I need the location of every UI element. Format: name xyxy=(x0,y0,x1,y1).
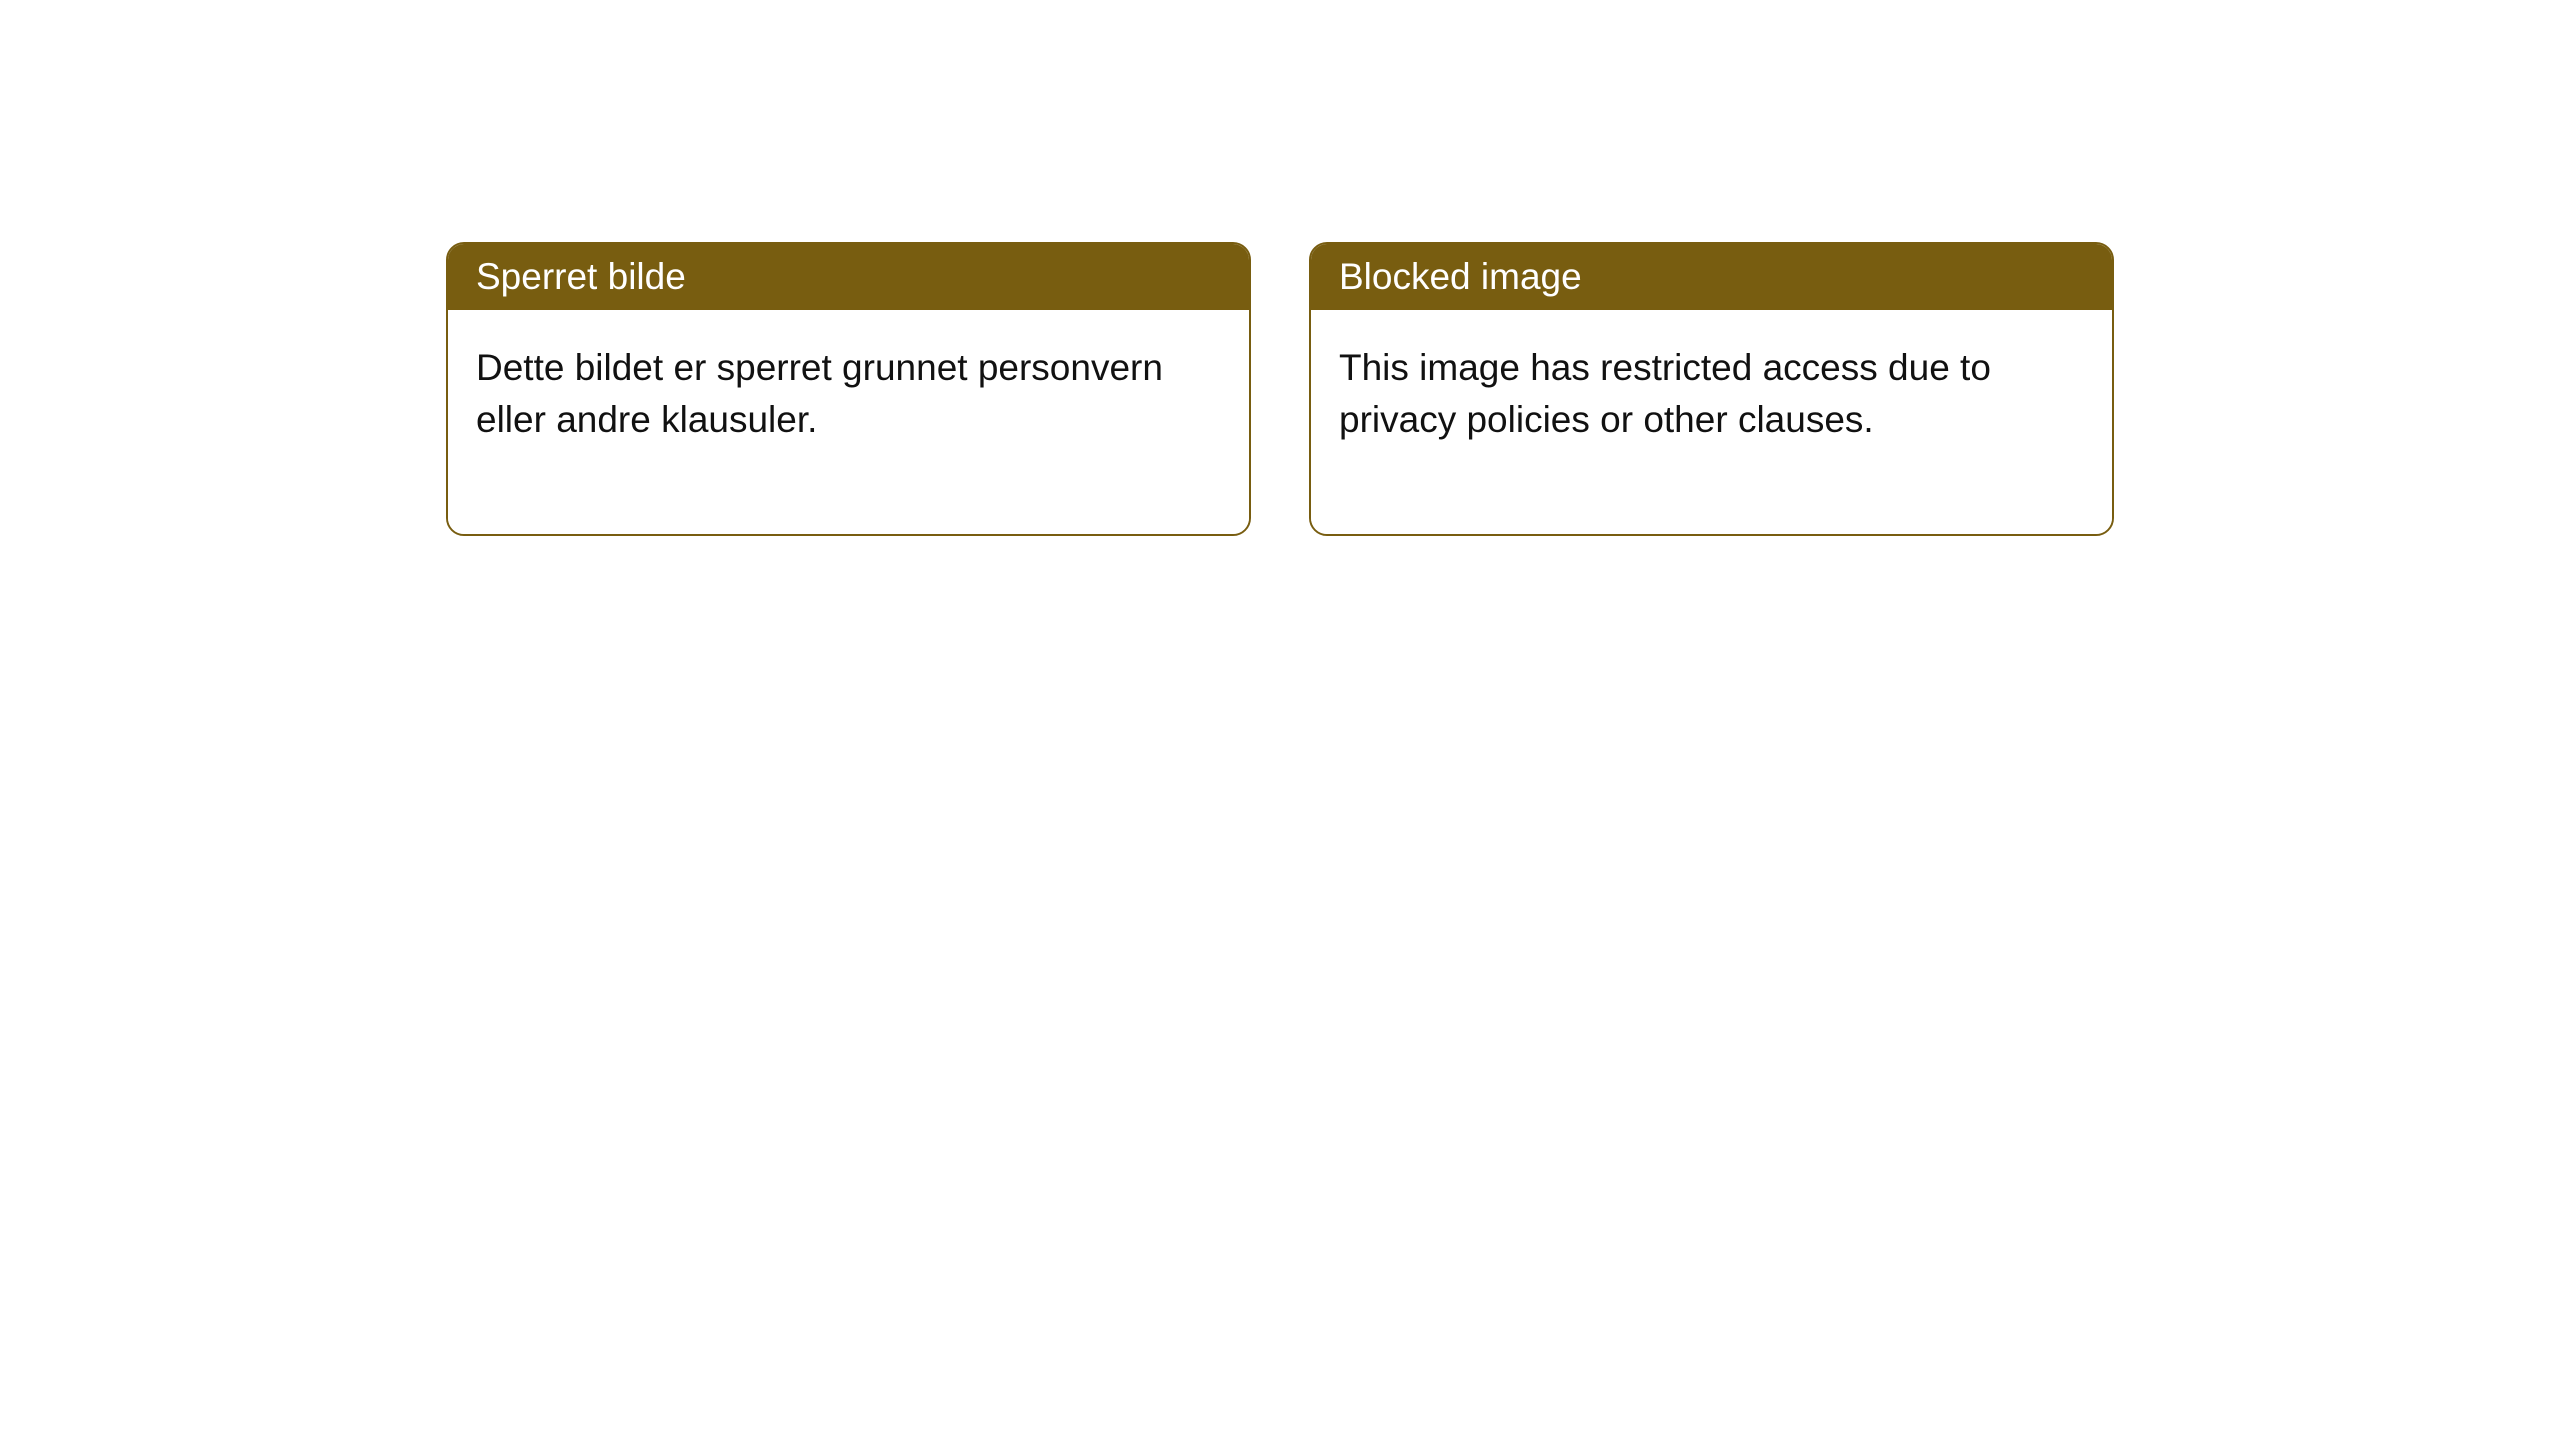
notice-card-header-no: Sperret bilde xyxy=(448,244,1249,310)
notice-card-en: Blocked image This image has restricted … xyxy=(1309,242,2114,536)
notice-card-body-no: Dette bildet er sperret grunnet personve… xyxy=(448,310,1249,534)
notice-card-body-en: This image has restricted access due to … xyxy=(1311,310,2112,534)
notice-cards-container: Sperret bilde Dette bildet er sperret gr… xyxy=(446,242,2114,536)
notice-card-header-en: Blocked image xyxy=(1311,244,2112,310)
notice-card-no: Sperret bilde Dette bildet er sperret gr… xyxy=(446,242,1251,536)
